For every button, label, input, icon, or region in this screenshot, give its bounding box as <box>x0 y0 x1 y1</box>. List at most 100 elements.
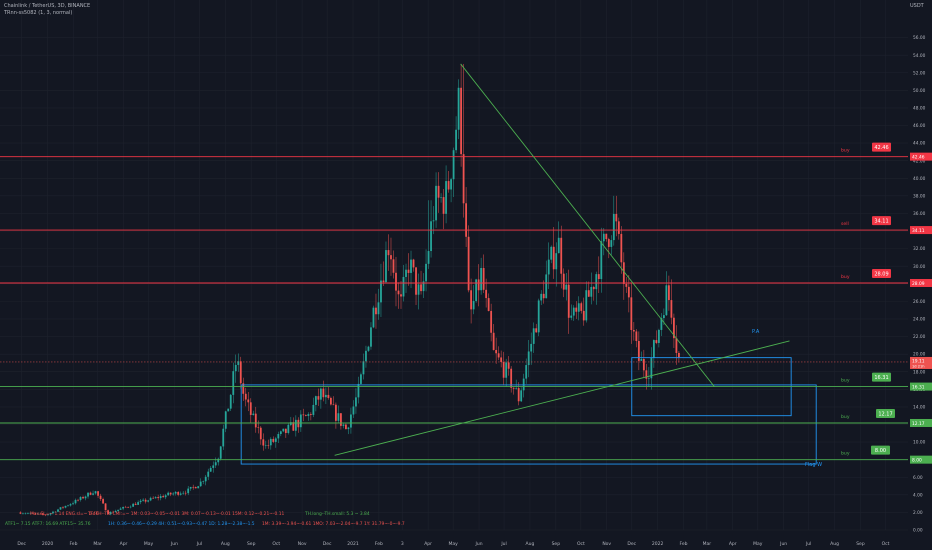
candle-body <box>362 361 365 375</box>
candle-body <box>69 504 72 506</box>
candle-body <box>600 241 603 280</box>
candlestick-series <box>19 63 680 517</box>
candle-body <box>500 357 503 363</box>
level-tag <box>872 372 891 382</box>
candle-body <box>390 255 392 260</box>
candle-body <box>174 491 177 494</box>
candle-body <box>655 340 658 343</box>
candle-body <box>287 424 290 433</box>
axis-level-text: 8.00 <box>912 457 922 463</box>
candle-body <box>207 471 210 477</box>
candle-body <box>84 496 87 499</box>
trendline[interactable] <box>460 63 715 387</box>
candle-body <box>447 181 450 190</box>
axis-level-tag <box>910 418 932 427</box>
candle-body <box>402 276 405 297</box>
candle-body <box>602 233 605 242</box>
candle-body <box>347 427 350 430</box>
x-tick-label: Dec <box>323 541 332 547</box>
candle-body <box>535 328 538 333</box>
x-tick-label: May <box>753 541 763 547</box>
y-tick-label: 44.00 <box>913 141 926 147</box>
level-tag-text: 16.31 <box>874 375 888 381</box>
level-label: buy <box>841 451 850 457</box>
candle-body <box>149 497 152 501</box>
candle-body <box>47 514 49 516</box>
candle-body <box>259 427 262 440</box>
candle-body <box>92 493 94 495</box>
candle-body <box>490 310 493 333</box>
y-tick-label: 40.00 <box>913 176 926 182</box>
time-axis[interactable]: Dec 2020 Feb Mar Apr May Jun Jul Aug Sep Oct Nov Dec… <box>17 541 889 547</box>
candle-body <box>360 374 362 384</box>
candle-body <box>172 493 175 495</box>
candle-body <box>505 362 508 378</box>
y-tick-label: 26.00 <box>913 299 926 305</box>
candle-body <box>622 262 625 284</box>
candle-body <box>605 233 608 240</box>
level-label: buy <box>841 414 850 420</box>
x-tick-label: Oct <box>882 541 890 547</box>
candle-body <box>372 307 375 328</box>
candle-body <box>455 129 457 151</box>
x-tick-label: 3 <box>401 541 404 547</box>
level-tag <box>871 445 890 455</box>
x-tick-label: Feb <box>69 541 77 547</box>
trendline[interactable] <box>334 340 790 456</box>
x-tick-label: Sep <box>856 541 865 547</box>
y-tick-label: 6.00 <box>913 475 923 481</box>
x-tick-label: Oct <box>577 541 585 547</box>
candle-body <box>147 500 150 502</box>
candle-body <box>19 512 22 514</box>
level-tag <box>872 216 891 226</box>
x-tick-label: Nov <box>602 541 611 547</box>
indicator-title[interactable]: TRnn-ss5082 (1, 3, normal) <box>4 10 73 16</box>
axis-level-text: 16.31 <box>912 384 925 390</box>
candle-body <box>630 297 633 331</box>
candle-body <box>212 465 215 468</box>
candle-body <box>117 509 119 511</box>
candle-body <box>124 506 127 508</box>
candle-body <box>467 236 470 291</box>
candle-body <box>525 365 528 379</box>
trendlines[interactable] <box>334 63 790 456</box>
candle-body <box>392 259 395 273</box>
candle-body <box>154 497 157 499</box>
candle-body <box>572 307 575 316</box>
horizontal-levels[interactable]: buy sell buy buy buy buy <box>0 148 908 461</box>
candle-body <box>254 413 257 428</box>
candle-body <box>460 87 462 155</box>
candle-body <box>645 370 648 379</box>
y-tick-label: 30.00 <box>913 264 926 270</box>
candle-body <box>114 510 117 513</box>
candle-body <box>299 414 302 428</box>
candle-body <box>132 503 135 507</box>
candle-body <box>512 387 515 389</box>
candle-body <box>632 330 635 332</box>
candle-body <box>417 284 420 295</box>
x-tick-label: Mar <box>93 541 102 547</box>
axis-level-text: 28.09 <box>912 281 925 287</box>
candle-body <box>678 352 680 358</box>
y-tick-label: 32.00 <box>913 246 926 252</box>
range-box[interactable] <box>240 384 817 465</box>
candle-body <box>555 253 558 270</box>
axis-level-tag <box>910 382 932 391</box>
x-tick-label: Aug <box>830 541 839 547</box>
candle-body <box>204 476 207 482</box>
candle-body <box>67 505 69 507</box>
candle-body <box>595 274 598 290</box>
candle-body <box>282 428 285 432</box>
candle-body <box>377 302 380 315</box>
y-tick-label: 20.00 <box>913 352 926 358</box>
candle-body <box>660 318 663 330</box>
y-tick-label: 0.00 <box>913 528 923 534</box>
candle-body <box>142 499 145 501</box>
symbol-title[interactable]: Chainlink / TetherUS, 3D, BINANCE <box>4 3 91 9</box>
candle-body <box>405 269 407 277</box>
candle-body <box>485 289 488 299</box>
candle-body <box>497 353 500 358</box>
candle-body <box>122 506 124 509</box>
candle-body <box>340 413 342 426</box>
